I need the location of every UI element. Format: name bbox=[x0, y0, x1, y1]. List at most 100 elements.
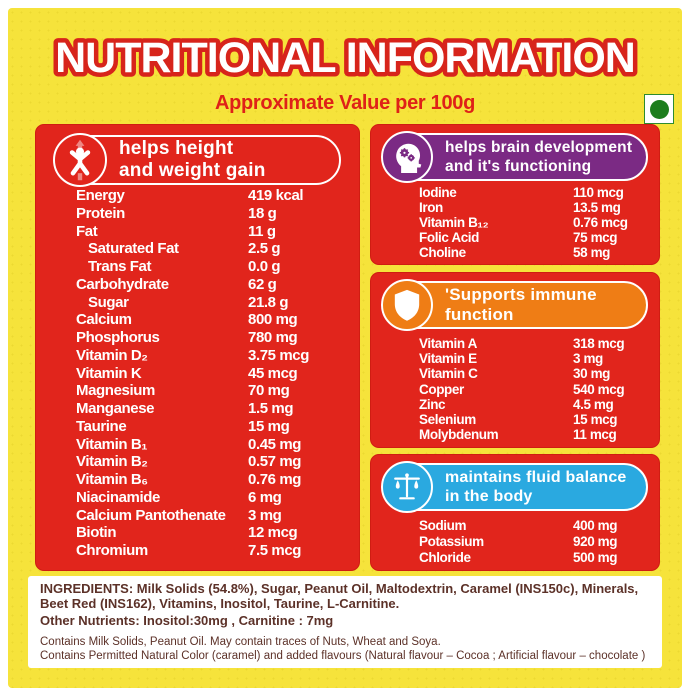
nutrient-row: Calcium Pantothenate 3 mg bbox=[36, 507, 359, 525]
nutrient-label: Manganese bbox=[76, 400, 155, 417]
nutrient-value: 318 mcg bbox=[573, 336, 625, 351]
panel-title: maintains fluid balance in the body bbox=[445, 468, 627, 506]
allergen-line-1: Contains Milk Solids, Peanut Oil. May co… bbox=[40, 636, 441, 648]
nutrient-table-immune: Vitamin A 318 mcg Vitamin E 3 mg Vitamin… bbox=[371, 336, 659, 442]
panel-header-fluid: maintains fluid balance in the body bbox=[381, 461, 648, 513]
panel-title-line1: helps brain development bbox=[445, 139, 633, 156]
nutrient-row: Taurine 15 mg bbox=[36, 418, 359, 436]
panel-brain-development: helps brain development and it's functio… bbox=[370, 124, 660, 265]
nutrient-value: 21.8 g bbox=[248, 293, 289, 311]
nutrient-row: Chloride 500 mg bbox=[371, 550, 659, 566]
nutrient-value: 7.5 mcg bbox=[248, 542, 302, 559]
other-nutrients-line: Other Nutrients: Inositol:30mg , Carniti… bbox=[40, 613, 334, 628]
nutrient-row: Selenium 15 mcg bbox=[371, 412, 659, 427]
nutrient-label: Protein bbox=[76, 204, 125, 222]
nutrient-label: Potassium bbox=[419, 534, 484, 549]
nutrient-value: 3 mg bbox=[573, 351, 603, 367]
nutrient-row: Folic Acid 75 mcg bbox=[371, 230, 659, 245]
nutrient-value: 3 mg bbox=[248, 506, 282, 524]
nutrient-label: Sodium bbox=[419, 518, 467, 533]
nutrient-value: 45 mcg bbox=[248, 364, 298, 382]
nutrient-row: Trans Fat 0.0 g bbox=[36, 258, 359, 276]
nutrient-value: 0.76 mcg bbox=[573, 215, 628, 230]
nutrient-row: Phosphorus 780 mg bbox=[36, 329, 359, 347]
nutrient-value: 780 mg bbox=[248, 329, 298, 346]
nutrient-value: 15 mcg bbox=[573, 411, 618, 427]
shield-icon bbox=[381, 279, 433, 331]
nutrient-label: Saturated Fat bbox=[88, 240, 179, 258]
nutrient-value: 11 g bbox=[248, 222, 276, 240]
nutrient-row: Potassium 920 mg bbox=[371, 534, 659, 550]
nutrient-label: Iodine bbox=[419, 185, 457, 200]
nutrient-value: 3.75 mcg bbox=[248, 346, 310, 364]
panel-title-line2: and it's functioning bbox=[445, 158, 592, 175]
nutrient-value: 540 mcg bbox=[573, 381, 625, 397]
nutrient-row: Vitamin E 3 mg bbox=[371, 351, 659, 366]
allergen-line-2: Contains Permitted Natural Color (carame… bbox=[40, 649, 646, 662]
nutrient-value: 18 g bbox=[248, 204, 277, 222]
page-title-art: NUTRITIONAL INFORMATION bbox=[51, 30, 641, 87]
height-gain-icon bbox=[53, 133, 107, 187]
nutrient-label: Selenium bbox=[419, 411, 476, 427]
nutrient-label: Vitamin B₆ bbox=[76, 471, 148, 488]
nutrient-row: Vitamin B₆ 0.76 mg bbox=[36, 471, 359, 489]
nutrient-value: 419 kcal bbox=[248, 187, 304, 204]
nutrient-row: Vitamin B₁₂ 0.76 mcg bbox=[371, 215, 659, 230]
nutrient-row: Sodium 400 mg bbox=[371, 518, 659, 534]
nutrient-value: 13.5 mg bbox=[573, 200, 621, 215]
panel-header-immune: 'Supports immune function bbox=[381, 279, 648, 331]
panel-title: helps height and weight gain bbox=[119, 138, 266, 182]
nutrient-value: 800 mg bbox=[248, 311, 298, 329]
nutrient-table-brain: Iodine 110 mcg Iron 13.5 mg Vitamin B₁₂ … bbox=[371, 185, 659, 260]
nutrient-value: 0.0 g bbox=[248, 258, 281, 275]
ingredients-footer: INGREDIENTS: Milk Solids (54.8%), Sugar,… bbox=[28, 576, 662, 668]
serving-subtitle: Approximate Value per 100g bbox=[214, 92, 476, 114]
nutrient-table-fluid: Sodium 400 mg Potassium 920 mg Chloride … bbox=[371, 518, 659, 566]
panel-title-line2: and weight gain bbox=[119, 160, 266, 181]
nutrient-value: 110 mcg bbox=[573, 185, 624, 200]
nutrient-label: Trans Fat bbox=[88, 258, 152, 275]
nutrient-value: 70 mg bbox=[248, 382, 290, 400]
nutrient-label: Vitamin B₁ bbox=[76, 435, 148, 453]
nutrient-label: Folic Acid bbox=[419, 230, 480, 245]
nutrient-row: Vitamin K 45 mcg bbox=[36, 365, 359, 383]
nutrient-label: Chloride bbox=[419, 550, 471, 565]
panel-title-line1: maintains fluid balance bbox=[445, 469, 627, 486]
nutrient-row: Manganese 1.5 mg bbox=[36, 400, 359, 418]
panel-title: helps brain development and it's functio… bbox=[445, 138, 632, 176]
balance-scale-icon bbox=[381, 461, 433, 513]
nutrient-row: Vitamin B₂ 0.57 mg bbox=[36, 453, 359, 471]
panel-fluid-balance: maintains fluid balance in the body Sodi… bbox=[370, 454, 660, 571]
nutrient-row: Saturated Fat 2.5 g bbox=[36, 240, 359, 258]
panel-title: 'Supports immune function bbox=[445, 285, 597, 324]
nutrient-row: Iron 13.5 mg bbox=[371, 200, 659, 215]
brain-gears-icon bbox=[381, 131, 433, 183]
vegetarian-dot-icon bbox=[649, 99, 669, 119]
nutrient-label: Calcium Pantothenate bbox=[76, 506, 226, 524]
nutrient-value: 62 g bbox=[248, 275, 277, 293]
nutrient-value: 6 mg bbox=[248, 488, 282, 506]
nutrient-value: 400 mg bbox=[573, 518, 618, 533]
nutrient-value: 58 mg bbox=[573, 245, 611, 260]
nutrient-row: Molybdenum 11 mcg bbox=[371, 427, 659, 442]
ingredients-text: Milk Solids (54.8%), Sugar, Peanut Oil, … bbox=[40, 581, 639, 611]
nutrient-row: Vitamin C 30 mg bbox=[371, 366, 659, 381]
nutrient-row: Chromium 7.5 mcg bbox=[36, 542, 359, 560]
nutrient-value: 75 mcg bbox=[573, 230, 618, 245]
nutrient-label: Magnesium bbox=[76, 382, 155, 400]
nutrient-row: Biotin 12 mcg bbox=[36, 524, 359, 542]
nutrient-label: Energy bbox=[76, 187, 125, 204]
panel-immune-function: 'Supports immune function Vitamin A 318 … bbox=[370, 272, 660, 448]
panel-height-weight-gain: helps height and weight gain Energy 419 … bbox=[35, 124, 360, 571]
nutrient-value: 0.45 mg bbox=[248, 435, 302, 453]
nutrient-label: Vitamin K bbox=[76, 364, 142, 382]
nutrient-value: 0.76 mg bbox=[248, 471, 302, 488]
nutrient-label: Vitamin B₂ bbox=[76, 453, 148, 471]
nutrient-label: Taurine bbox=[76, 417, 127, 435]
panel-title-line2: in the body bbox=[445, 488, 533, 505]
nutrient-label: Vitamin D₂ bbox=[76, 346, 148, 364]
nutrient-row: Sugar 21.8 g bbox=[36, 294, 359, 312]
ingredients-paragraph: INGREDIENTS: Milk Solids (54.8%), Sugar,… bbox=[40, 581, 650, 611]
nutrient-row: Vitamin B₁ 0.45 mg bbox=[36, 436, 359, 454]
